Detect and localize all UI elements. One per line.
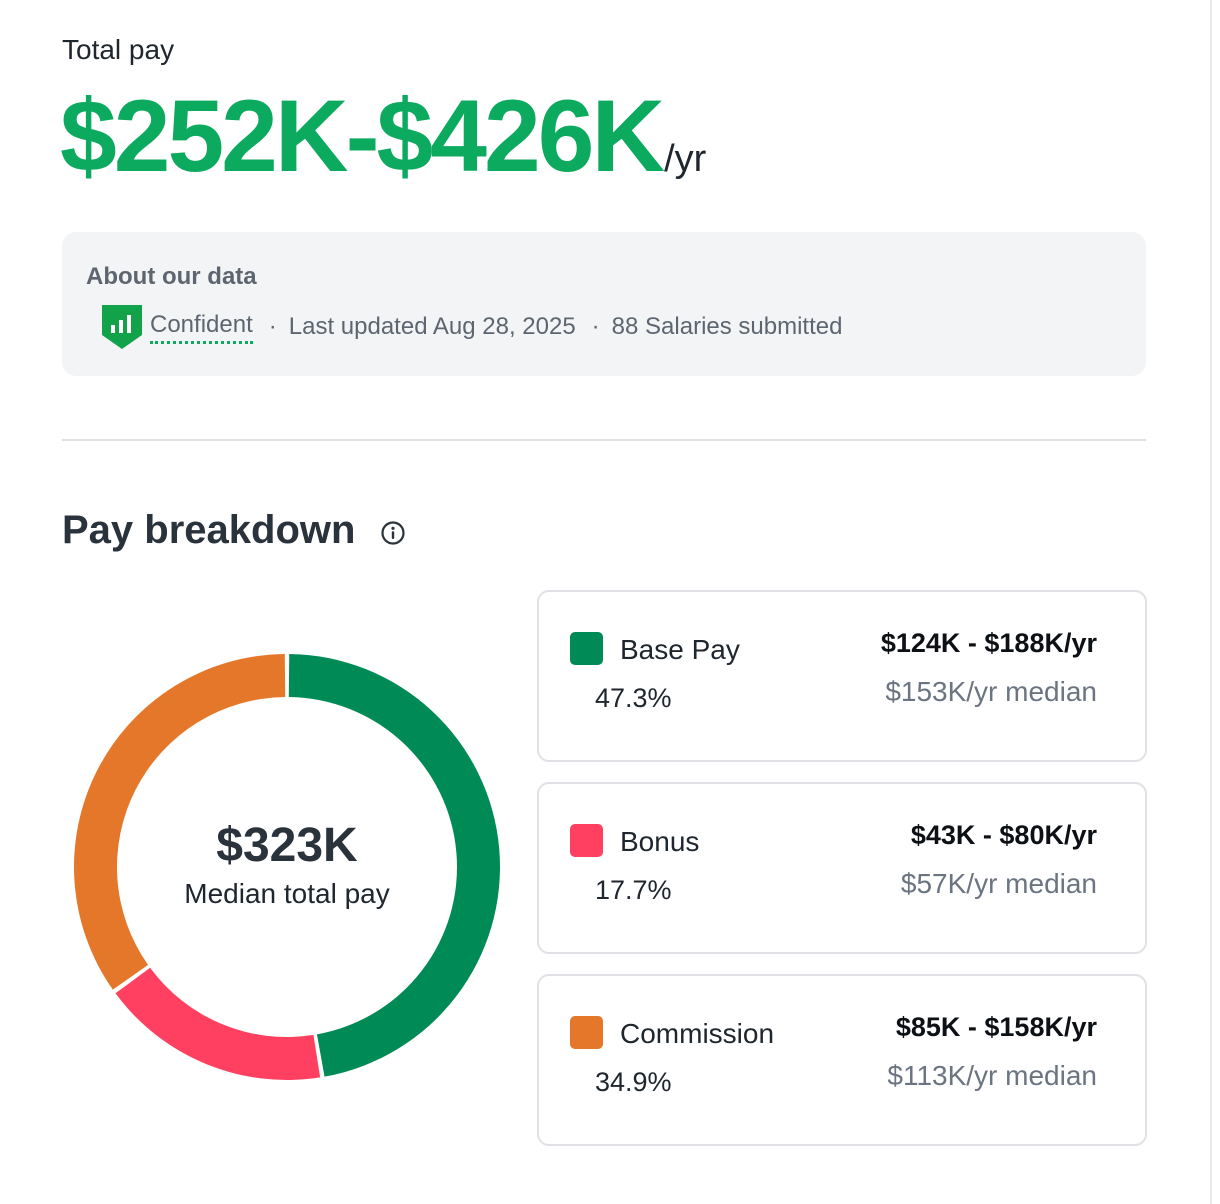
confidence-level-link[interactable]: Confident bbox=[150, 311, 253, 344]
commission-range: $85K - $158K/yr bbox=[895, 1012, 1097, 1042]
total-pay-amount: $252K-$426K bbox=[60, 79, 665, 193]
bonus-percent: 17.7% bbox=[595, 875, 672, 905]
base-pay-median: $153K/yr median bbox=[885, 676, 1097, 707]
info-icon[interactable] bbox=[380, 520, 406, 546]
section-divider bbox=[62, 439, 1146, 441]
about-our-data-panel: About our data Confident · Last updated … bbox=[62, 232, 1146, 376]
bonus-color-swatch bbox=[570, 824, 603, 857]
commission-label: Commission bbox=[620, 1018, 775, 1049]
last-updated-text: Last updated Aug 28, 2025 bbox=[288, 313, 576, 340]
base-pay-color-swatch bbox=[570, 632, 603, 665]
separator-dot: · bbox=[268, 313, 277, 340]
page-right-border bbox=[1210, 0, 1212, 1204]
breakdown-card-bonus[interactable]: Bonus 17.7% $43K - $80K/yr $57K/yr media… bbox=[537, 782, 1147, 954]
bonus-median: $57K/yr median bbox=[900, 868, 1097, 899]
donut-slice-bonus[interactable] bbox=[115, 967, 321, 1080]
total-pay-range: $252K-$426K/yr bbox=[60, 78, 706, 195]
median-total-pay-label: Median total pay bbox=[184, 878, 390, 909]
shield-chart-icon bbox=[102, 305, 142, 349]
total-pay-unit: /yr bbox=[664, 138, 707, 180]
base-pay-range: $124K - $188K/yr bbox=[880, 628, 1097, 658]
median-total-pay-value: $323K bbox=[216, 819, 358, 872]
about-data-row: Confident · Last updated Aug 28, 2025 · … bbox=[100, 302, 842, 352]
donut-slice-base-pay[interactable] bbox=[288, 654, 501, 1077]
base-pay-label: Base Pay bbox=[620, 634, 740, 665]
pay-breakdown-donut-chart bbox=[73, 654, 501, 1080]
commission-median: $113K/yr median bbox=[887, 1060, 1097, 1091]
commission-color-swatch bbox=[570, 1016, 603, 1049]
commission-percent: 34.9% bbox=[595, 1067, 672, 1097]
pay-breakdown-title: Pay breakdown bbox=[62, 508, 356, 552]
breakdown-card-commission[interactable]: Commission 34.9% $85K - $158K/yr $113K/y… bbox=[537, 974, 1147, 1146]
bonus-range: $43K - $80K/yr bbox=[910, 820, 1097, 850]
bonus-label: Bonus bbox=[620, 826, 700, 857]
base-pay-percent: 47.3% bbox=[595, 683, 672, 713]
separator-dot: · bbox=[591, 313, 600, 340]
total-pay-label: Total pay bbox=[62, 34, 175, 65]
donut-slice-commission[interactable] bbox=[73, 654, 286, 990]
salaries-submitted-text: 88 Salaries submitted bbox=[611, 313, 843, 340]
breakdown-card-base-pay[interactable]: Base Pay 47.3% $124K - $188K/yr $153K/yr… bbox=[537, 590, 1147, 762]
about-data-title: About our data bbox=[86, 263, 257, 290]
